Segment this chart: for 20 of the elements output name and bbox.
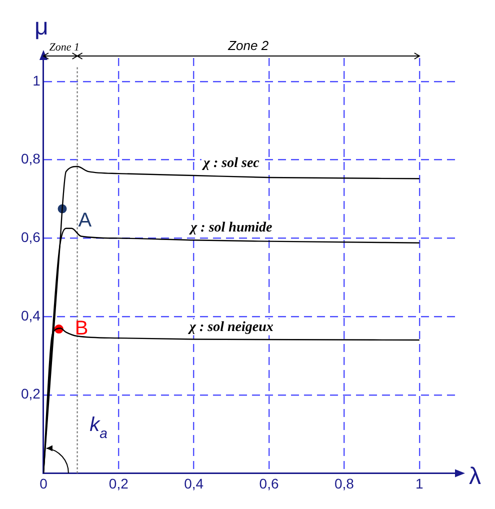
y-tick-label: 0,2 bbox=[20, 386, 41, 402]
x-tick-label: 0,2 bbox=[108, 475, 129, 492]
series-label: B bbox=[74, 318, 88, 340]
x-tick-label: 1 bbox=[416, 475, 424, 492]
y-tick-label: 0,6 bbox=[20, 229, 41, 246]
x-tick-label: 0,8 bbox=[334, 475, 354, 492]
text: Zone 1 bbox=[49, 41, 80, 54]
text: Zone 2 bbox=[227, 38, 270, 54]
y-axis-title: μ bbox=[34, 14, 48, 41]
x-axis-title: λ bbox=[469, 462, 481, 490]
series-label: A bbox=[78, 209, 92, 232]
y-tick-label: 1 bbox=[32, 72, 41, 88]
series-label: χ : sol sec bbox=[201, 156, 260, 172]
series-label: χ : sol neigeux bbox=[187, 320, 274, 335]
x-tick-label: 0 bbox=[40, 475, 48, 492]
y-tick-label: 0,4 bbox=[20, 307, 41, 324]
y-tick-label: 0,8 bbox=[20, 150, 41, 167]
series-label: χ : sol humide bbox=[188, 220, 272, 236]
x-tick-label: 0,4 bbox=[184, 475, 204, 492]
x-tick-label: 0,6 bbox=[259, 475, 279, 492]
